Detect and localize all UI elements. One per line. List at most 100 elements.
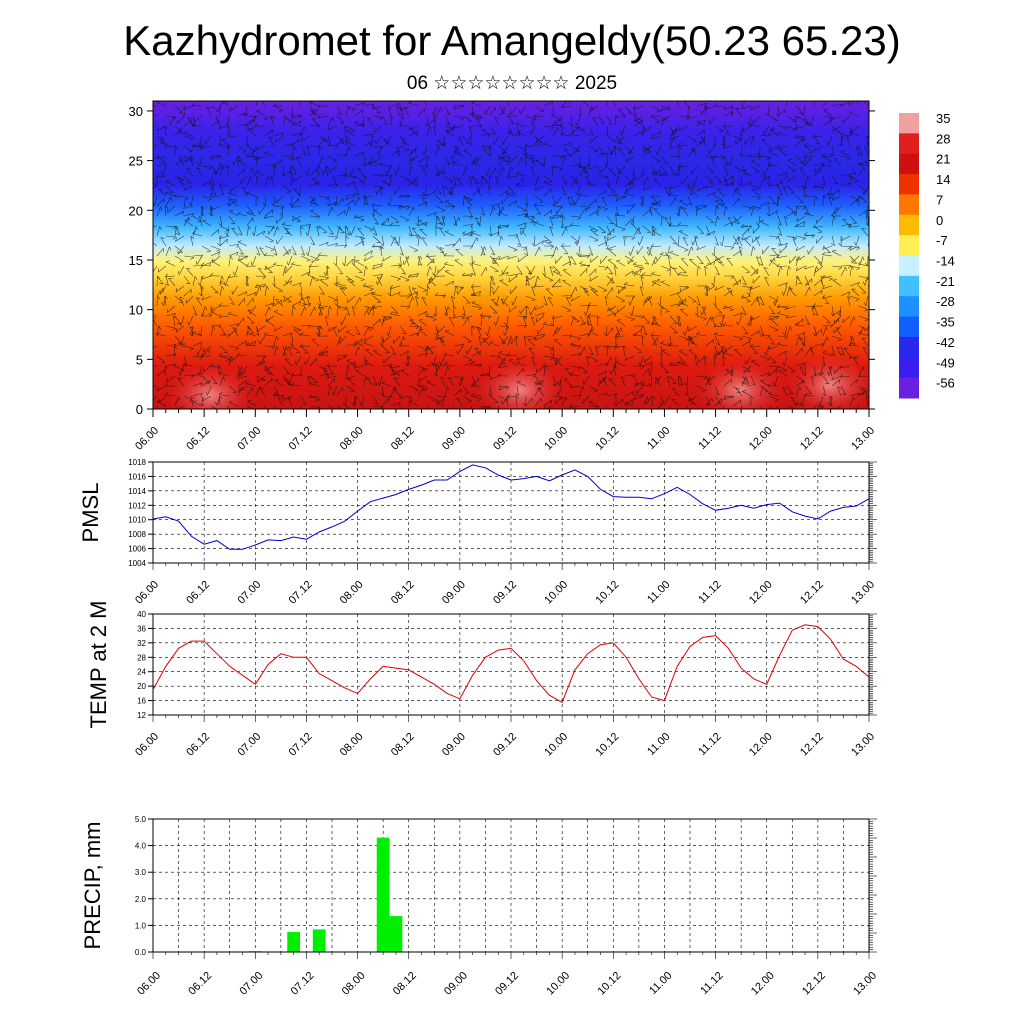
wind-barb-flag <box>652 225 656 230</box>
wind-barb-flag <box>334 302 338 307</box>
wind-barb-flag <box>156 331 160 335</box>
wind-barb <box>714 202 725 207</box>
wind-barb-flag <box>697 187 699 192</box>
wind-barb-flag <box>557 382 561 386</box>
y-tick-label: 20 <box>129 203 143 218</box>
wind-barb <box>390 236 396 247</box>
wind-barb <box>227 126 230 137</box>
wind-barb <box>463 150 473 157</box>
wind-barb <box>417 326 421 337</box>
wind-barb-flag <box>447 306 451 311</box>
wind-barb <box>530 305 536 316</box>
wind-barb <box>156 333 167 337</box>
wind-barb-flag <box>593 390 598 392</box>
wind-barb <box>417 164 429 167</box>
wind-barb-flag <box>659 131 662 136</box>
wind-barb-flag <box>556 391 559 396</box>
wind-barb-flag <box>455 286 459 290</box>
wind-barb <box>467 206 473 217</box>
wind-barb-flag <box>277 226 280 231</box>
wind-barb <box>219 394 230 397</box>
wind-barb <box>231 228 239 237</box>
wind-barb <box>469 136 473 147</box>
wind-barb-flag <box>282 353 287 356</box>
wind-barb-flag <box>624 356 627 361</box>
wind-barb-flag <box>827 191 830 196</box>
wind-barb-flag <box>291 156 294 161</box>
wind-barb-flag <box>518 273 523 275</box>
wind-barb-flag <box>259 361 261 366</box>
wind-barb <box>495 176 500 187</box>
wind-barb <box>417 236 420 247</box>
wind-barb <box>400 105 410 112</box>
wind-barb <box>164 126 167 137</box>
wind-barb-flag <box>796 257 798 262</box>
wind-barb <box>380 246 383 257</box>
wind-barb <box>457 345 464 355</box>
wind-barb-flag <box>692 181 695 186</box>
wind-barb <box>768 315 779 321</box>
wind-barb <box>386 165 392 176</box>
wind-barb <box>570 287 577 297</box>
wind-barb <box>749 285 752 296</box>
wind-barb <box>237 241 248 247</box>
wind-barb-flag <box>402 336 406 341</box>
wind-barb-flag <box>469 113 474 117</box>
wind-barb <box>768 126 774 137</box>
wind-barb <box>389 175 392 187</box>
wind-barb <box>372 375 378 386</box>
wind-barb-flag <box>607 345 611 350</box>
wind-barb-flag <box>345 313 350 316</box>
wind-barb <box>282 205 284 217</box>
wind-barb-flag <box>654 380 657 385</box>
wind-barb-flag <box>211 185 215 190</box>
wind-barb-flag <box>201 205 205 210</box>
wind-barb <box>822 285 833 289</box>
wind-barb <box>767 165 779 167</box>
wind-barb-flag <box>858 161 862 165</box>
wind-barb-flag <box>837 386 842 389</box>
wind-barb-flag <box>435 400 440 403</box>
wind-barb-flag <box>390 311 394 315</box>
wind-barb-flag <box>569 334 573 339</box>
wind-barb-flag <box>443 142 446 147</box>
wind-barb-flag <box>398 122 403 127</box>
wind-barb-flag <box>690 336 693 341</box>
wind-barb <box>390 386 396 397</box>
wind-barb <box>273 405 278 409</box>
wind-barb <box>678 245 689 251</box>
wind-barb-flag <box>195 226 198 231</box>
wind-barb <box>453 104 465 107</box>
wind-barb <box>814 145 824 152</box>
wind-barb <box>599 165 608 174</box>
wind-barb <box>834 315 842 324</box>
wind-barb <box>820 276 824 287</box>
wind-barb <box>426 115 429 126</box>
wind-barb-flag <box>744 332 749 335</box>
wind-barb <box>713 355 716 367</box>
wind-barb-flag <box>550 357 555 361</box>
wind-barb <box>475 117 482 127</box>
wind-barb-flag <box>731 182 734 187</box>
wind-barb <box>336 255 338 267</box>
wind-barb-flag <box>319 145 323 150</box>
wind-barb <box>219 345 228 353</box>
wind-barb-flag <box>531 118 536 122</box>
wind-barb-flag <box>821 183 826 187</box>
wind-barb-flag <box>648 382 652 387</box>
wind-barb <box>822 336 828 347</box>
wind-barb-flag <box>504 357 506 362</box>
wind-barb <box>533 285 545 288</box>
wind-barb <box>768 175 771 186</box>
wind-barb <box>777 125 788 128</box>
wind-barb <box>750 265 759 274</box>
wind-barb-flag <box>651 271 655 275</box>
wind-barb-flag <box>610 356 613 361</box>
wind-barb <box>535 185 545 192</box>
wind-barb <box>705 255 712 265</box>
wind-barb <box>732 365 734 377</box>
wind-barb-flag <box>575 191 578 196</box>
wind-barb <box>484 105 491 115</box>
wind-barb-flag <box>596 210 598 215</box>
wind-barb <box>714 216 718 227</box>
